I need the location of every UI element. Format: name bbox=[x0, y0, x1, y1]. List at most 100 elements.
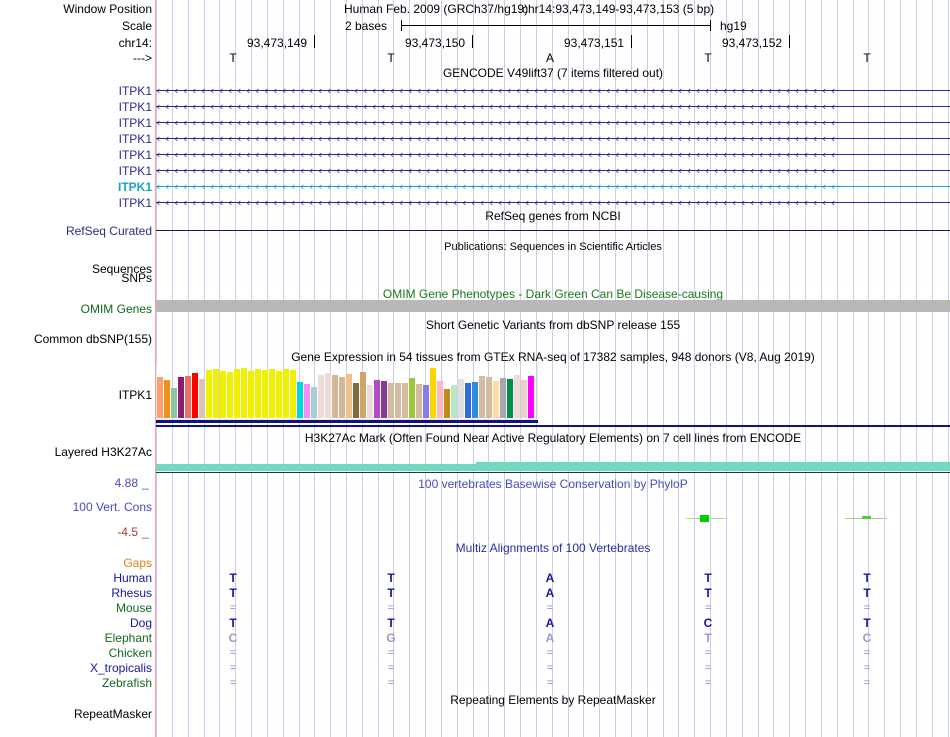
gtex-tissue-bar[interactable] bbox=[276, 371, 282, 418]
conservation-label[interactable]: 100 Vert. Cons bbox=[72, 500, 152, 514]
gtex-tissue-bar[interactable] bbox=[157, 377, 163, 418]
gencode-gene-label[interactable]: ITPK1 bbox=[117, 180, 152, 194]
gtex-tissue-bar[interactable] bbox=[395, 383, 401, 418]
gtex-tissue-bar[interactable] bbox=[388, 383, 394, 418]
gencode-gene-label[interactable]: ITPK1 bbox=[118, 132, 152, 146]
gene-body-line bbox=[156, 154, 950, 155]
gtex-tissue-bar[interactable] bbox=[185, 376, 191, 418]
gtex-tissue-bar[interactable] bbox=[206, 370, 212, 418]
gtex-tissue-bar[interactable] bbox=[234, 369, 240, 418]
ruler-base-0: T bbox=[229, 51, 237, 65]
multiz-species-label[interactable]: X_tropicalis bbox=[89, 661, 152, 675]
gtex-tissue-bar[interactable] bbox=[507, 379, 513, 418]
gencode-gene-label[interactable]: ITPK1 bbox=[118, 196, 152, 210]
gencode-gene-label[interactable]: ITPK1 bbox=[118, 164, 152, 178]
gtex-tissue-bar[interactable] bbox=[444, 389, 450, 418]
gtex-tissue-bar[interactable] bbox=[528, 376, 534, 418]
gtex-tissue-bar[interactable] bbox=[213, 369, 219, 418]
gtex-tissue-bar[interactable] bbox=[283, 369, 289, 418]
gtex-tissue-bar[interactable] bbox=[486, 377, 492, 418]
gtex-tissue-bar[interactable] bbox=[269, 369, 275, 418]
gtex-tissue-bar[interactable] bbox=[451, 385, 457, 418]
chrom-label: chr14: bbox=[118, 36, 152, 50]
gtex-tissue-bar[interactable] bbox=[346, 374, 352, 418]
h3k27ac-signal-right[interactable] bbox=[476, 462, 950, 471]
gtex-tissue-bar[interactable] bbox=[514, 375, 520, 418]
gtex-tissue-bar[interactable] bbox=[178, 377, 184, 418]
gtex-tissue-bar[interactable] bbox=[220, 371, 226, 418]
gene-strand-arrows: ‹‹‹‹‹‹‹‹‹‹‹‹‹‹‹‹‹‹‹‹‹‹‹‹‹‹‹‹‹‹‹‹‹‹‹‹‹‹‹‹… bbox=[156, 100, 840, 113]
gtex-tissue-bar[interactable] bbox=[493, 381, 499, 418]
gtex-tissue-bar[interactable] bbox=[241, 368, 247, 418]
gtex-tissue-bar[interactable] bbox=[255, 369, 261, 418]
gtex-tissue-bar[interactable] bbox=[423, 385, 429, 418]
gtex-tissue-bar[interactable] bbox=[318, 375, 324, 418]
gtex-tissue-bar[interactable] bbox=[360, 372, 366, 418]
omim-label[interactable]: OMIM Genes bbox=[80, 302, 152, 316]
gtex-tissue-bar[interactable] bbox=[227, 372, 233, 418]
gtex-tissue-bar[interactable] bbox=[353, 383, 359, 418]
refseq-label[interactable]: RefSeq Curated bbox=[65, 224, 152, 238]
h3k27ac-label[interactable]: Layered H3K27Ac bbox=[54, 445, 152, 459]
gtex-tissue-bar[interactable] bbox=[479, 376, 485, 418]
gtex-tissue-bar[interactable] bbox=[339, 377, 345, 418]
dbsnp-label[interactable]: Common dbSNP(155) bbox=[33, 332, 152, 346]
gtex-tissue-bar[interactable] bbox=[402, 383, 408, 418]
gencode-track-title: GENCODE V49lift37 (7 items filtered out) bbox=[442, 66, 664, 80]
multiz-gaps-label[interactable]: Gaps bbox=[123, 556, 152, 570]
gtex-tissue-bar[interactable] bbox=[374, 380, 380, 418]
multiz-species-label[interactable]: Dog bbox=[129, 616, 152, 630]
gtex-tissue-bar[interactable] bbox=[458, 379, 464, 418]
gencode-gene-label[interactable]: ITPK1 bbox=[118, 116, 152, 130]
gtex-tissue-bar[interactable] bbox=[500, 378, 506, 418]
h3k27ac-signal-left[interactable] bbox=[156, 464, 476, 471]
gene-body-line bbox=[156, 138, 950, 139]
gtex-tissue-bar[interactable] bbox=[332, 375, 338, 418]
gtex-tissue-bar[interactable] bbox=[164, 380, 170, 418]
publications-label[interactable]: Sequences bbox=[91, 262, 152, 276]
gtex-tissue-bar[interactable] bbox=[430, 368, 436, 418]
gencode-gene-label[interactable]: ITPK1 bbox=[118, 148, 152, 162]
gtex-tissue-bar[interactable] bbox=[262, 370, 268, 418]
gtex-tissue-bar[interactable] bbox=[199, 379, 205, 418]
repeatmasker-label[interactable]: RepeatMasker bbox=[73, 707, 152, 721]
multiz-species-label[interactable]: Human bbox=[113, 571, 152, 585]
multiz-base: = bbox=[229, 647, 237, 659]
gencode-gene-label[interactable]: ITPK1 bbox=[118, 100, 152, 114]
gencode-gene-label[interactable]: ITPK1 bbox=[118, 84, 152, 98]
multiz-species-label[interactable]: Chicken bbox=[108, 646, 152, 660]
multiz-species-label[interactable]: Zebrafish bbox=[101, 676, 152, 690]
scale-value: 2 bases bbox=[345, 19, 388, 33]
gtex-tissue-bar[interactable] bbox=[171, 388, 177, 418]
gtex-tissue-bar[interactable] bbox=[192, 373, 198, 418]
gtex-tissue-bar[interactable] bbox=[290, 370, 296, 418]
conservation-peak-2[interactable] bbox=[862, 516, 871, 519]
gene-strand-arrows: ‹‹‹‹‹‹‹‹‹‹‹‹‹‹‹‹‹‹‹‹‹‹‹‹‹‹‹‹‹‹‹‹‹‹‹‹‹‹‹‹… bbox=[156, 180, 840, 193]
conservation-peak-1[interactable] bbox=[700, 515, 709, 522]
gtex-tissue-bar[interactable] bbox=[325, 373, 331, 418]
gtex-tissue-bar[interactable] bbox=[416, 384, 422, 418]
label-separator-line bbox=[155, 0, 156, 737]
multiz-base: = bbox=[704, 677, 712, 689]
gtex-tissue-bar[interactable] bbox=[381, 381, 387, 418]
multiz-species-label[interactable]: Rhesus bbox=[111, 586, 152, 600]
gtex-tissue-bar[interactable] bbox=[367, 385, 373, 418]
multiz-species-label[interactable]: Mouse bbox=[115, 601, 152, 615]
gtex-tissue-bar[interactable] bbox=[472, 382, 478, 418]
gtex-tissue-bar[interactable] bbox=[248, 371, 254, 418]
gtex-label[interactable]: ITPK1 bbox=[118, 388, 152, 402]
omim-feature-bar[interactable] bbox=[156, 300, 950, 312]
gtex-tissue-bar[interactable] bbox=[437, 381, 443, 418]
gtex-tissue-bar[interactable] bbox=[304, 384, 310, 418]
gtex-tissue-bar[interactable] bbox=[311, 387, 317, 418]
gtex-tissue-bar[interactable] bbox=[521, 380, 527, 418]
snps-label[interactable]: SNPs bbox=[121, 271, 152, 285]
gtex-tissue-bar[interactable] bbox=[297, 382, 303, 418]
refseq-feature-line[interactable] bbox=[156, 230, 950, 231]
multiz-base: = bbox=[704, 602, 712, 614]
gtex-tissue-bar[interactable] bbox=[465, 383, 471, 418]
gtex-tissue-bar[interactable] bbox=[409, 378, 415, 418]
h3k27ac-track-title: H3K27Ac Mark (Often Found Near Active Re… bbox=[304, 431, 802, 445]
multiz-species-label[interactable]: Elephant bbox=[104, 631, 152, 645]
